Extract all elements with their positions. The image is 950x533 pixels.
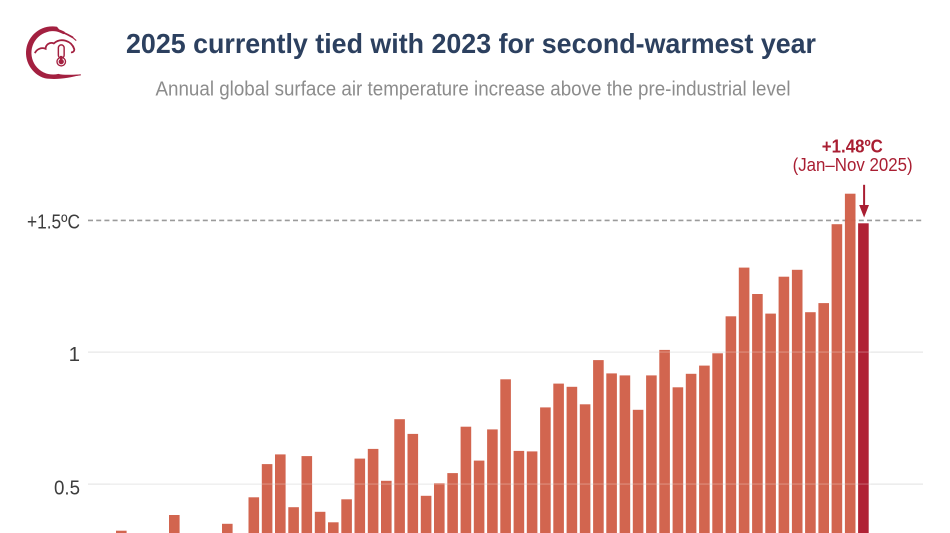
svg-text:+1.48ºC: +1.48ºC (822, 135, 883, 156)
svg-text:0.5: 0.5 (54, 476, 80, 499)
svg-text:+1.5ºC: +1.5ºC (27, 211, 80, 234)
svg-text:1: 1 (69, 343, 80, 366)
svg-text:(Jan–Nov 2025): (Jan–Nov 2025) (793, 154, 913, 175)
svg-text:Annual global surface air temp: Annual global surface air temperature in… (156, 78, 791, 101)
svg-text:2025 currently tied with 2023: 2025 currently tied with 2023 for second… (126, 28, 816, 59)
